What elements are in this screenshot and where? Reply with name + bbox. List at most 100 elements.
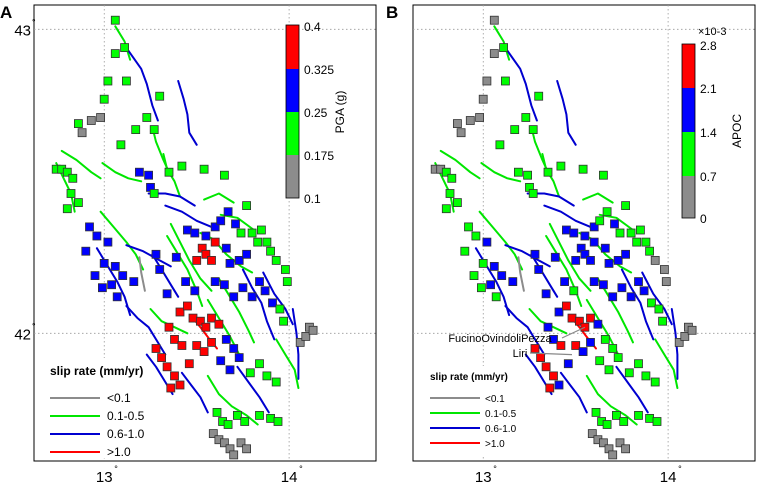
station-marker bbox=[208, 429, 218, 439]
station-marker bbox=[103, 237, 113, 247]
station-marker bbox=[238, 283, 248, 293]
station-marker bbox=[452, 119, 462, 128]
station-marker bbox=[543, 322, 553, 332]
station-marker bbox=[266, 413, 276, 423]
station-marker bbox=[149, 125, 159, 134]
station-marker bbox=[599, 280, 608, 290]
station-marker bbox=[214, 319, 224, 329]
station-marker bbox=[489, 49, 499, 58]
station-marker bbox=[599, 438, 608, 448]
station-marker bbox=[266, 246, 276, 256]
station-marker bbox=[604, 365, 614, 375]
station-marker bbox=[602, 207, 612, 217]
fault-trace bbox=[180, 371, 209, 414]
legend-background bbox=[418, 366, 518, 456]
y-tick-degree: ° bbox=[32, 17, 36, 27]
station-marker bbox=[593, 319, 603, 329]
station-marker bbox=[171, 252, 181, 262]
fault-trace bbox=[504, 244, 551, 268]
colorbar: 0.4 0.325 0.25 0.175 0.1 PGA (g) bbox=[285, 20, 347, 206]
station-marker bbox=[556, 161, 566, 171]
station-marker bbox=[74, 119, 83, 128]
station-marker bbox=[650, 377, 660, 387]
station-marker bbox=[255, 359, 264, 369]
station-marker bbox=[68, 173, 78, 183]
station-marker bbox=[595, 356, 605, 366]
station-marker bbox=[456, 128, 466, 138]
fault-trace bbox=[125, 244, 172, 268]
station-marker bbox=[571, 341, 581, 350]
axis-ticks: 13 ° 14 °43 °42 ° bbox=[14, 17, 303, 486]
legend-label: 0.6-1.0 bbox=[485, 424, 517, 435]
station-marker bbox=[98, 283, 107, 293]
station-marker bbox=[563, 359, 573, 369]
fault-trace bbox=[439, 149, 481, 180]
station-marker bbox=[99, 258, 109, 268]
station-marker bbox=[157, 353, 167, 363]
station-marker bbox=[634, 359, 643, 369]
station-marker bbox=[262, 371, 272, 381]
station-marker bbox=[164, 167, 174, 177]
fault-trace bbox=[60, 149, 102, 180]
x-tick-degree: ° bbox=[493, 464, 497, 474]
station-marker bbox=[471, 231, 481, 241]
station-marker bbox=[131, 125, 141, 134]
station-marker bbox=[521, 113, 531, 122]
colorbar-tick-label: 0.175 bbox=[304, 149, 334, 163]
slip-rate-legend: slip rate (mm/yr) <0.1 0.1-0.5 0.6-1.0 >… bbox=[40, 358, 145, 459]
station-marker bbox=[201, 249, 211, 259]
station-marker bbox=[658, 316, 667, 326]
station-marker bbox=[129, 277, 139, 287]
station-marker bbox=[586, 313, 595, 323]
station-marker bbox=[441, 167, 451, 177]
station-marker bbox=[621, 444, 630, 454]
station-marker bbox=[536, 353, 545, 363]
station-marker bbox=[645, 413, 654, 423]
y-tick-label: 43 bbox=[14, 22, 31, 39]
station-marker bbox=[247, 228, 257, 238]
colorbar-frame bbox=[681, 43, 696, 219]
station-marker bbox=[600, 243, 610, 253]
colorbar-segment bbox=[286, 155, 299, 198]
station-marker bbox=[545, 383, 555, 393]
fault-trace bbox=[596, 277, 634, 344]
annotation-leader bbox=[561, 326, 586, 339]
station-marker bbox=[478, 94, 488, 104]
station-marker bbox=[201, 322, 211, 332]
station-marker bbox=[240, 417, 250, 426]
y-tick-degree: ° bbox=[32, 321, 36, 331]
station-marker bbox=[92, 231, 102, 241]
fault-trace bbox=[217, 277, 255, 344]
station-marker bbox=[508, 277, 518, 287]
annotation-leader bbox=[529, 352, 573, 356]
station-marker bbox=[615, 438, 625, 448]
legend-label: >1.0 bbox=[485, 439, 505, 450]
station-marker bbox=[567, 313, 577, 323]
fault-trace bbox=[151, 253, 180, 298]
station-marker bbox=[608, 292, 618, 302]
station-marker bbox=[219, 438, 229, 448]
fault-trace bbox=[582, 192, 614, 204]
station-marker bbox=[469, 271, 479, 281]
station-marker bbox=[212, 407, 222, 417]
station-marker bbox=[221, 334, 231, 344]
station-marker bbox=[578, 164, 588, 174]
station-marker bbox=[295, 337, 305, 347]
station-marker bbox=[541, 289, 551, 299]
station-marker bbox=[543, 167, 553, 177]
station-marker bbox=[275, 304, 285, 314]
station-marker bbox=[621, 201, 630, 211]
station-marker bbox=[184, 359, 194, 369]
station-marker bbox=[229, 344, 239, 353]
station-marker bbox=[199, 164, 209, 174]
station-marker bbox=[207, 255, 216, 265]
station-marker bbox=[229, 450, 239, 460]
station-marker bbox=[674, 337, 684, 347]
station-marker bbox=[636, 225, 645, 235]
station-marker bbox=[181, 277, 191, 287]
fault-trace bbox=[654, 338, 679, 389]
station-marker bbox=[589, 237, 599, 247]
axis-ticks: 13 ° 14 ° bbox=[475, 464, 682, 486]
fault-trace bbox=[493, 25, 511, 61]
fault-trace bbox=[127, 49, 159, 122]
